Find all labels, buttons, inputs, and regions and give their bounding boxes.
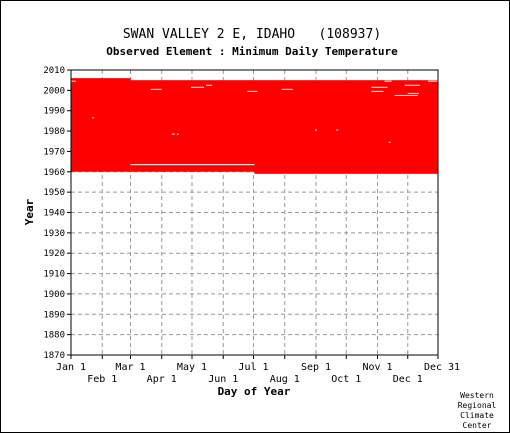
y-tick-label: 1930 [43,229,65,239]
missing-segment [176,133,179,135]
y-tick-label: 1890 [43,310,65,320]
y-tick-label: 1950 [43,188,65,198]
missing-segment [371,86,388,88]
y-tick-label: 1980 [43,127,65,137]
credit-line: Center [463,421,492,430]
y-tick-label: 1960 [43,168,65,178]
y-tick-label: 1870 [43,351,65,361]
missing-segment [371,90,384,92]
missing-segment [314,129,318,131]
missing-segment [247,90,258,92]
data-blocks [71,78,438,174]
missing-data-segments [71,80,438,166]
x-tick-label: Apr 1 [147,374,177,385]
x-axis: Jan 1 Mar 1 May 1 Jul 1 Sep 1 Nov 1 Dec 31 Feb … [56,355,460,385]
x-tick-label: Dec 1 [393,374,423,385]
credit-block: Western Regional Climate Center [458,391,497,430]
x-tick-label: Jul 1 [238,362,268,373]
missing-segment [336,129,339,131]
x-tick-label: Oct 1 [331,374,361,385]
missing-segment [206,84,213,86]
y-tick-label: 2000 [43,86,65,96]
y-tick-label: 1880 [43,331,65,341]
x-tick-label: Mar 1 [115,362,145,373]
missing-segment [384,80,392,82]
missing-segment [71,80,77,82]
chart-title: SWAN VALLEY 2 E, IDAHO (108937) [123,27,381,42]
missing-segment [130,164,255,166]
x-tick-label: Aug 1 [270,374,300,385]
credit-line: Climate [460,411,494,420]
y-tick-label: 1940 [43,209,65,219]
x-tick-label: Jan 1 [56,362,86,373]
y-tick-label: 1910 [43,270,65,280]
data-block [254,80,438,174]
y-tick-label: 1900 [43,290,65,300]
y-tick-label: 1970 [43,147,65,157]
missing-segment [388,141,391,143]
missing-segment [427,80,438,82]
credit-line: Western [460,391,494,400]
y-tick-label: 2010 [43,66,65,76]
missing-segment [281,88,293,90]
x-tick-label: Nov 1 [362,362,392,373]
x-axis-label: Day of Year [218,385,291,398]
chart-subtitle: Observed Element : Minimum Daily Tempera… [106,45,398,58]
data-block [71,78,131,172]
missing-segment [394,94,418,96]
missing-segment [150,88,162,90]
missing-segment [92,117,95,119]
x-tick-label: May 1 [177,362,207,373]
y-tick-label: 1990 [43,107,65,117]
y-tick-label: 1920 [43,249,65,259]
y-axis-label: Year [23,198,36,225]
credit-line: Regional [458,401,497,410]
missing-segment [190,86,205,88]
y-axis: 2010 2000 1990 1980 1970 1960 1950 1940 1930 1920… [43,66,71,361]
x-tick-label: Jun 1 [208,374,238,385]
x-tick-label: Dec 31 [424,362,460,373]
missing-segment [171,133,175,135]
x-tick-label: Feb 1 [87,374,117,385]
missing-segment [404,84,420,86]
x-tick-label: Sep 1 [301,362,331,373]
data-block [130,80,255,172]
missing-segment [407,92,419,94]
